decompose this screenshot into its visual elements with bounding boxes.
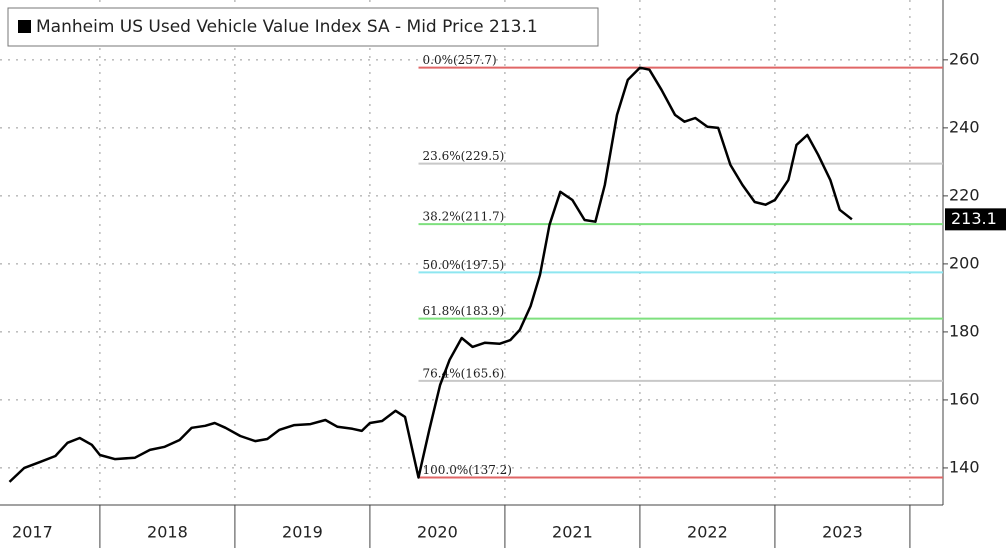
x-tick-label: 2022 — [687, 523, 728, 542]
last-value-box — [945, 208, 1006, 231]
last-value-label: 213.1 — [951, 209, 997, 228]
y-tick-label: 260 — [949, 49, 980, 68]
fib-label: 0.0%(257.7) — [423, 53, 497, 67]
fib-label: 100.0%(137.2) — [423, 463, 512, 477]
x-tick-label: 2019 — [282, 523, 323, 542]
y-tick-label: 200 — [949, 253, 980, 272]
legend: Manheim US Used Vehicle Value Index SA -… — [7, 7, 599, 47]
x-tick-label: 2023 — [822, 523, 863, 542]
y-tick-label: 180 — [949, 321, 980, 340]
y-tick-label: 220 — [949, 185, 980, 204]
y-tick-label: 160 — [949, 389, 980, 408]
fib-label: 61.8%(183.9) — [423, 304, 505, 318]
x-tick-label: 2017 — [12, 523, 53, 542]
x-tick-label: 2020 — [417, 523, 458, 542]
x-tick-label: 2018 — [147, 523, 188, 542]
fib-label: 38.2%(211.7) — [423, 210, 505, 224]
y-tick-label: 140 — [949, 457, 980, 476]
fib-label: 50.0%(197.5) — [423, 258, 505, 272]
legend-box — [7, 7, 599, 47]
legend-label: Manheim US Used Vehicle Value Index SA -… — [36, 17, 538, 37]
x-tick-label: 2021 — [552, 523, 593, 542]
line-series — [8, 66, 853, 483]
fib-label: 23.6%(229.5) — [423, 149, 505, 163]
fib-label: 76.4%(165.6) — [423, 366, 505, 380]
legend-swatch — [18, 20, 31, 33]
y-tick-label: 240 — [949, 117, 980, 136]
